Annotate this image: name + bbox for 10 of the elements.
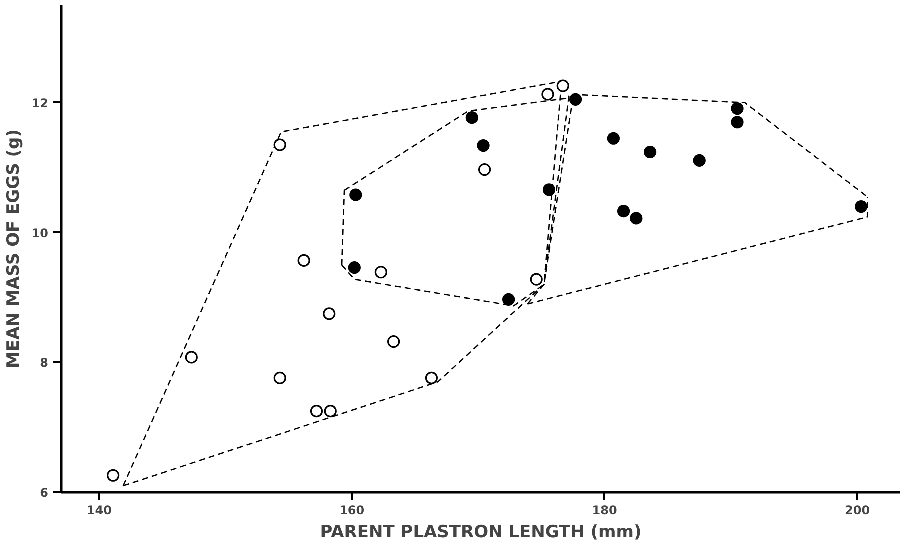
x-axis-title: PARENT PLASTRON LENGTH (mm) <box>320 522 642 542</box>
x-tick-label: 140 <box>86 504 112 518</box>
y-axis-title: MEAN MASS OF EGGS (g) <box>4 130 24 368</box>
y-tick-label: 8 <box>40 356 49 370</box>
y-tick-label: 10 <box>32 226 49 240</box>
y-tick-label: 12 <box>32 96 49 110</box>
x-tick-label: 200 <box>845 504 870 518</box>
x-tick-label: 180 <box>592 504 618 518</box>
x-tick-label: 160 <box>340 504 365 518</box>
y-tick-label: 6 <box>40 486 49 500</box>
